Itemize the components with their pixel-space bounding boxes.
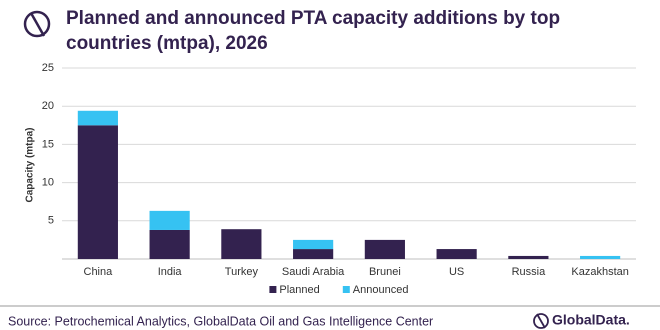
source: Source: Petrochemical Analytics, GlobalD…: [8, 314, 433, 328]
x-tick-label: Brunei: [369, 266, 401, 278]
x-tick-label: US: [449, 266, 464, 278]
bar-segment: [77, 110, 118, 126]
bar-segment: [580, 255, 621, 259]
brand: GlobalData.: [552, 312, 630, 328]
y-tick-label: 20: [42, 100, 54, 112]
y-tick-label: 10: [42, 177, 54, 189]
y-tick-label: 5: [48, 215, 54, 227]
legend-swatch: [342, 286, 350, 293]
bar-segment: [77, 125, 118, 259]
bar-segment: [221, 229, 262, 259]
bar-segment: [436, 249, 477, 259]
y-axis-label: Capacity (mtpa): [25, 127, 36, 202]
legend-label: Announced: [353, 284, 409, 296]
logo-icon: [23, 10, 51, 38]
x-tick-label: Turkey: [225, 266, 259, 278]
legend-label: Planned: [279, 284, 319, 296]
legend-swatch: [269, 286, 277, 293]
bar-segment: [293, 239, 334, 250]
x-tick-label: India: [158, 266, 183, 278]
y-tick-label: 25: [42, 62, 54, 74]
x-tick-label: China: [84, 266, 114, 278]
y-tick-label: 15: [42, 138, 54, 150]
bar-segment: [149, 229, 190, 259]
chart-title: Planned and announced PTA capacity addit…: [66, 8, 561, 54]
brand-icon: [533, 313, 549, 329]
bar-segment: [293, 249, 334, 259]
bar-segment: [508, 255, 549, 259]
x-tick-label: Saudi Arabia: [282, 266, 345, 278]
bar-segment: [364, 239, 405, 259]
x-tick-label: Russia: [512, 266, 547, 278]
x-tick-label: Kazakhstan: [571, 266, 628, 278]
bar-segment: [149, 210, 190, 230]
